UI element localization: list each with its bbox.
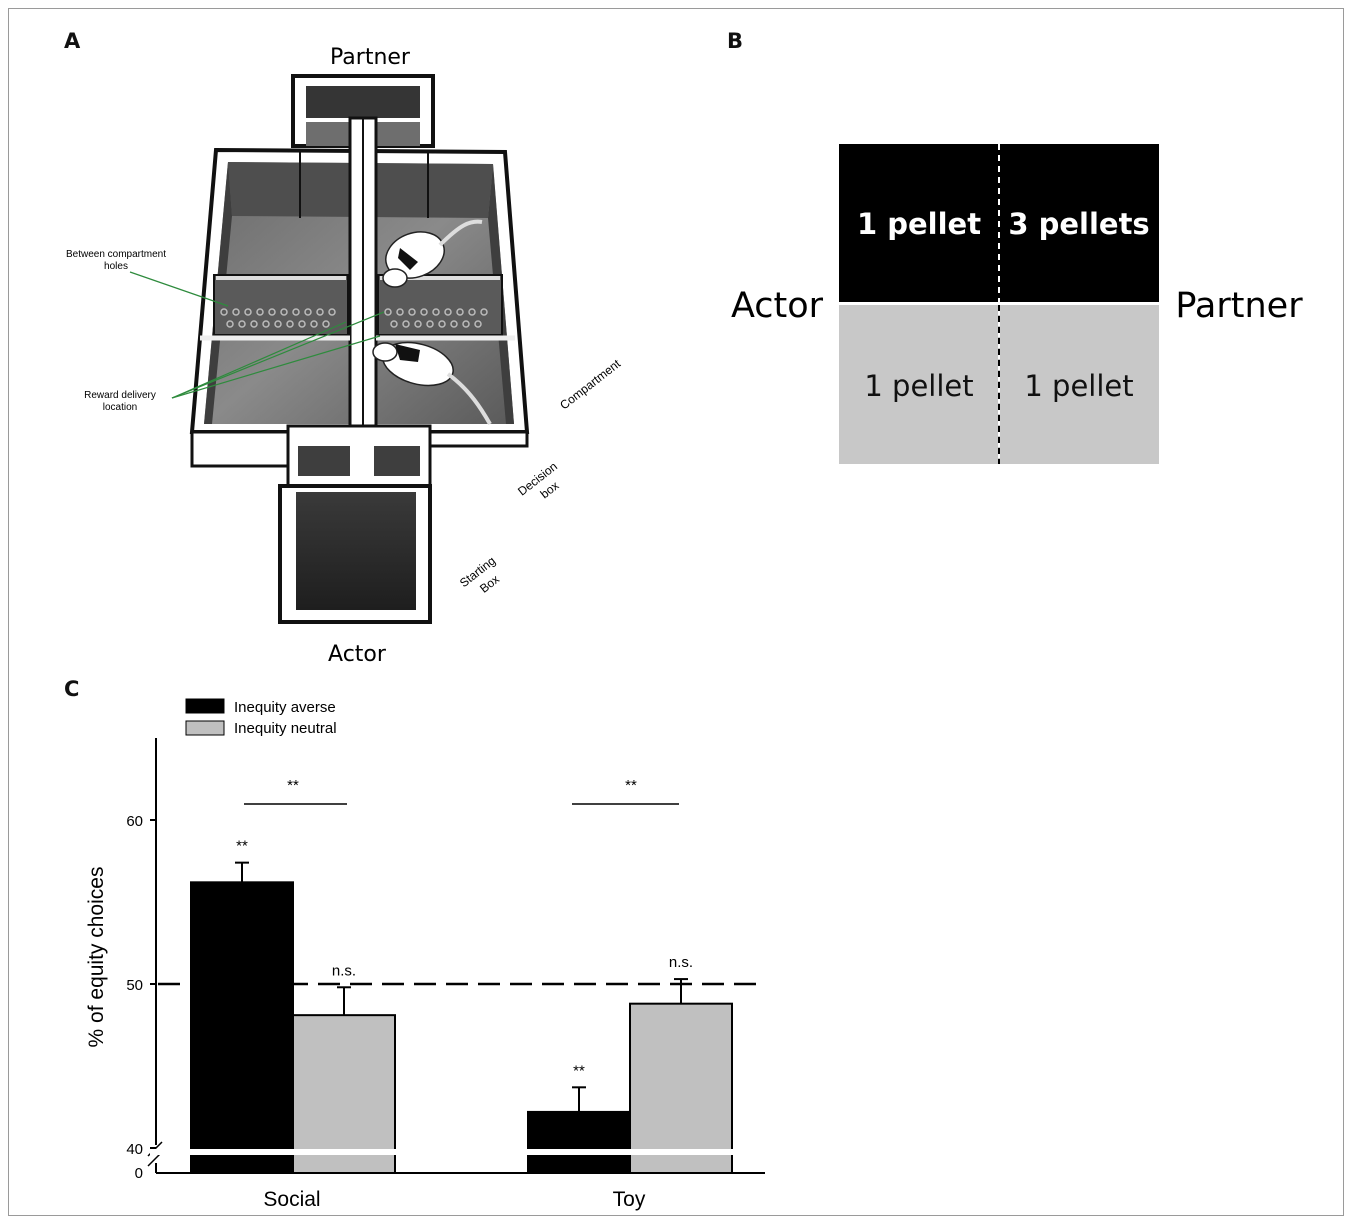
actor-label: Actor — [328, 642, 387, 667]
reward-label-line2: location — [103, 402, 137, 413]
payoff-matrix: 1 pellet 3 pellets 1 pellet 1 pellet — [839, 144, 1159, 464]
y-tick-label-40: 40 — [126, 1141, 143, 1158]
panel-c-letter: C — [64, 677, 80, 701]
matrix-actor-label: Actor — [731, 286, 824, 326]
y-tick-label-60: 60 — [126, 813, 143, 830]
legend-label-averse: Inequity averse — [234, 699, 336, 716]
comparison-mark-social: ** — [287, 777, 299, 794]
significance-mark-toy-neutral: n.s. — [669, 954, 693, 971]
cell-bottom-right: 1 pellet — [1024, 369, 1133, 403]
bar-social-averse — [190, 881, 294, 1174]
bars-layer: ** ** n.s. n.s. — [150, 838, 770, 1175]
bar-toy-neutral — [629, 1002, 733, 1174]
cell-bottom-left: 1 pellet — [864, 369, 973, 403]
matrix-partner-label: Partner — [1175, 286, 1303, 326]
compartment-label: Compartment — [557, 356, 623, 412]
y-axis-label: % of equity choices — [85, 867, 108, 1048]
left-partition — [213, 274, 349, 336]
rat-partner — [382, 219, 483, 288]
category-label-social: Social — [263, 1188, 320, 1211]
comparison-mark-toy: ** — [625, 777, 637, 794]
significance-mark-toy-averse: ** — [573, 1062, 585, 1079]
holes-label-line2: holes — [104, 261, 128, 272]
starting-box-floor — [296, 492, 416, 610]
y-tick-label-50: 50 — [126, 977, 143, 994]
axis-break-band — [150, 1149, 770, 1155]
partner-box-floor — [306, 86, 420, 118]
legend-swatch-averse — [185, 698, 225, 714]
significance-mark-social-neutral: n.s. — [332, 962, 356, 979]
legend-label-neutral: Inequity neutral — [234, 720, 337, 737]
holes-label-line1: Between compartment — [66, 249, 166, 260]
category-label-toy: Toy — [613, 1188, 646, 1211]
rat-actor — [372, 341, 492, 425]
reward-label-line1: Reward delivery — [84, 390, 156, 401]
between-compartment-holes — [220, 308, 488, 328]
annotation-leader-lines — [129, 271, 385, 399]
y-tick-label-0: 0 — [135, 1165, 143, 1182]
figure-frame — [8, 8, 1344, 1216]
legend-swatch-neutral — [185, 720, 225, 736]
panel-a-letter: A — [64, 29, 81, 53]
bar-toy-averse — [527, 1110, 631, 1175]
significance-mark-social-averse: ** — [236, 838, 248, 855]
cell-top-left: 1 pellet — [857, 207, 981, 241]
partner-label: Partner — [330, 45, 411, 70]
equity-bar-chart: Inequity averse Inequity neutral 60 50 4… — [85, 698, 770, 1211]
panel-b-letter: B — [727, 29, 744, 53]
cell-top-right: 3 pellets — [1008, 207, 1149, 241]
apparatus-drawing — [189, 74, 530, 624]
